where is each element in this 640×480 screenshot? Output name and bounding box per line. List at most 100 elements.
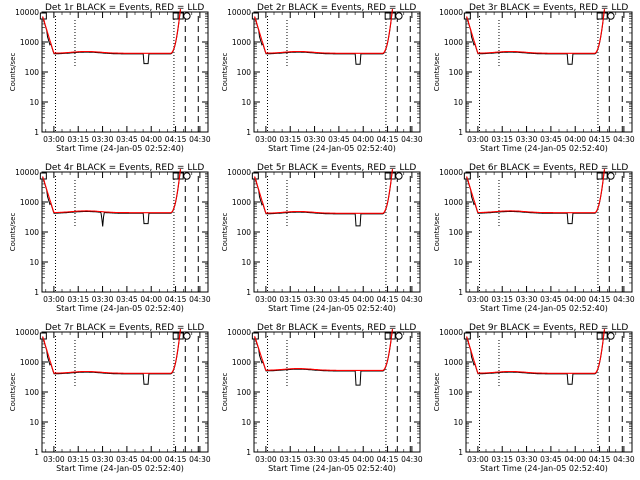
detector-panel: Det 6r BLACK = Events, RED = LLD 1 10 100 10… (433, 163, 635, 313)
y-axis-label: Counts/sec (433, 373, 441, 412)
flag-square (596, 12, 603, 20)
y-tick-label: 10000 (15, 328, 39, 337)
y-axis-label: Counts/sec (9, 373, 17, 412)
x-tick-label: 03:30 (92, 455, 114, 464)
y-tick-label: 1000 (444, 38, 463, 47)
y-tick-label: 1000 (232, 198, 251, 207)
y-tick-label: 1000 (232, 358, 251, 367)
x-tick-label: 03:15 (67, 135, 89, 144)
flag-circle (607, 12, 615, 20)
x-tick-label: 03:15 (279, 135, 301, 144)
y-tick-label: 100 (25, 388, 40, 397)
flag-square (172, 172, 179, 180)
x-tick-label: 04:00 (140, 455, 162, 464)
events-series-line (466, 169, 605, 225)
y-tick-label: 10000 (227, 8, 251, 17)
x-tick-label: 03:00 (467, 295, 489, 304)
flag-circle (395, 12, 403, 20)
y-tick-label: 1000 (232, 38, 251, 47)
panel-title: Det 8r BLACK = Events, RED = LLD (257, 323, 416, 333)
y-tick-label: 10 (241, 258, 251, 267)
x-tick-label: 03:00 (255, 135, 277, 144)
flag-circle (183, 12, 191, 20)
flag-circle (183, 332, 191, 340)
y-tick-label: 10 (29, 98, 39, 107)
y-tick-label: 10000 (439, 8, 463, 17)
detector-panel: Det 8r BLACK = Events, RED = LLD 1 10 100 10… (221, 323, 423, 473)
x-tick-label: 03:30 (516, 455, 538, 464)
panel-title: Det 1r BLACK = Events, RED = LLD (45, 3, 204, 13)
lld-series-line (466, 8, 606, 54)
flag-circle (395, 172, 403, 180)
x-tick-label: 04:15 (165, 455, 187, 464)
x-tick-label: 03:30 (304, 295, 326, 304)
x-tick-label: 03:45 (116, 135, 138, 144)
x-tick-label: 03:00 (255, 455, 277, 464)
lld-series-line (42, 328, 182, 374)
x-axis-label: Start Time (24-Jan-05 02:52:40) (56, 304, 184, 313)
x-tick-label: 04:00 (564, 455, 586, 464)
x-axis-label: Start Time (24-Jan-05 02:52:40) (480, 144, 608, 153)
panel-title: Det 3r BLACK = Events, RED = LLD (469, 3, 628, 13)
flag-square (172, 12, 179, 20)
events-series-line (42, 169, 181, 227)
x-tick-label: 03:15 (279, 455, 301, 464)
y-axis-label: Counts/sec (221, 213, 229, 252)
x-axis-label: Start Time (24-Jan-05 02:52:40) (268, 304, 396, 313)
x-tick-label: 03:45 (328, 455, 350, 464)
x-tick-label: 04:00 (352, 135, 374, 144)
flag-circle (183, 172, 191, 180)
detector-panel: Det 1r BLACK = Events, RED = LLD 1 10 100 10… (9, 3, 211, 153)
flag-square (384, 332, 391, 340)
panel-title: Det 5r BLACK = Events, RED = LLD (257, 163, 416, 173)
x-tick-label: 03:30 (516, 135, 538, 144)
x-axis-label: Start Time (24-Jan-05 02:52:40) (56, 144, 184, 153)
y-tick-label: 1 (246, 448, 251, 457)
x-tick-label: 04:15 (589, 295, 611, 304)
x-tick-label: 03:45 (540, 455, 562, 464)
y-tick-label: 10000 (439, 328, 463, 337)
y-tick-label: 10000 (15, 8, 39, 17)
events-series-line (466, 329, 605, 385)
x-tick-label: 03:15 (67, 295, 89, 304)
flag-circle (607, 332, 615, 340)
lld-series-line (42, 8, 182, 54)
y-tick-label: 10 (29, 418, 39, 427)
panel-title: Det 6r BLACK = Events, RED = LLD (469, 163, 628, 173)
detector-panel: Det 9r BLACK = Events, RED = LLD 1 10 100 10… (433, 323, 635, 473)
x-tick-label: 03:45 (540, 135, 562, 144)
flag-circle (607, 172, 615, 180)
x-tick-label: 04:00 (352, 295, 374, 304)
x-tick-label: 03:30 (92, 135, 114, 144)
x-tick-label: 03:45 (328, 135, 350, 144)
lld-series-line (254, 8, 394, 54)
x-tick-label: 03:00 (43, 295, 65, 304)
y-tick-label: 100 (449, 388, 464, 397)
x-tick-label: 04:00 (564, 295, 586, 304)
x-tick-label: 04:00 (352, 455, 374, 464)
x-tick-label: 04:15 (165, 135, 187, 144)
events-series-line (254, 169, 393, 227)
detector-panel: Det 7r BLACK = Events, RED = LLD 1 10 100 10… (9, 323, 211, 473)
y-tick-label: 10 (241, 98, 251, 107)
x-tick-label: 04:30 (613, 455, 635, 464)
panel-title: Det 4r BLACK = Events, RED = LLD (45, 163, 204, 173)
plot-frame (465, 11, 633, 133)
flag-square (389, 172, 396, 180)
x-tick-label: 03:15 (491, 135, 513, 144)
y-tick-label: 1 (34, 448, 39, 457)
plot-frame (41, 171, 209, 293)
y-tick-label: 10000 (15, 168, 39, 177)
x-tick-label: 03:15 (491, 295, 513, 304)
lld-series-line (466, 168, 606, 214)
x-tick-label: 03:15 (67, 455, 89, 464)
flag-square (177, 172, 184, 180)
x-tick-label: 04:00 (564, 135, 586, 144)
detector-panel: Det 3r BLACK = Events, RED = LLD 1 10 100 10… (433, 3, 635, 153)
x-tick-label: 04:30 (401, 135, 423, 144)
flag-square (601, 332, 608, 340)
x-tick-label: 04:30 (189, 135, 211, 144)
plot-frame (41, 331, 209, 453)
y-tick-label: 10 (241, 418, 251, 427)
detector-panel: Det 5r BLACK = Events, RED = LLD 1 10 100 10… (221, 163, 423, 313)
